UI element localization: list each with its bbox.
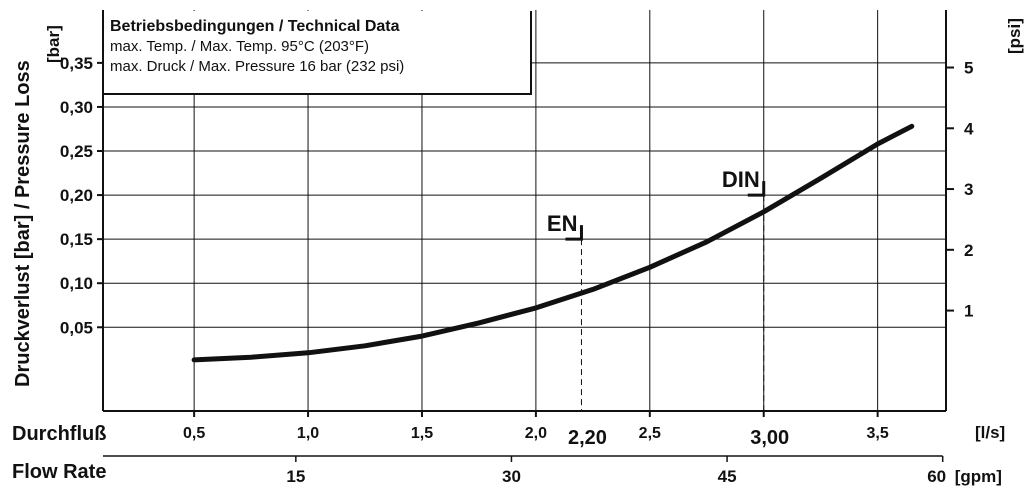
x-axis-unit: [l/s] [975,423,1005,442]
annotation-label: DIN [722,167,760,192]
y-tick-label: 0,25 [60,142,93,161]
y-tick-label: 0,20 [60,186,93,205]
annotation-value-label: 2,20 [568,427,607,449]
pressure-loss-curve [191,123,915,363]
y2-tick-label: 2 [964,241,973,260]
y2-tick-label: 3 [964,180,973,199]
x2-axis-label: Flow Rate [12,461,106,483]
max-temp-text: max. Temp. / Max. Temp. 95°C (203°F) [110,38,370,55]
y-tick-label: 0,35 [60,54,93,73]
annotation-value-label: 3,00 [750,427,789,449]
x-tick-label: 2,0 [525,425,547,442]
annotation-label: EN [547,211,578,236]
x-tick-label: 0,5 [183,425,205,442]
y-axis-unit-bar: [bar] [44,25,63,63]
x2-tick-label: 15 [286,467,305,486]
y-tick-label: 0,10 [60,274,93,293]
x-tick-label: 1,5 [411,425,433,442]
x2-tick-label: 60 [927,467,946,486]
y-tick-label: 0,15 [60,230,93,249]
x-axis-label: Durchfluß [12,423,106,445]
annotation-marker [747,181,766,197]
technical-data-box: Betriebsbedingungen / Technical Data max… [104,11,532,95]
y2-tick-label: 5 [964,59,973,78]
x2-tick-label: 30 [502,467,521,486]
y-tick-label: 0,30 [60,98,93,117]
technical-data-title: Betriebsbedingungen / Technical Data [110,18,400,35]
x-tick-label: 3,5 [867,425,889,442]
y-tick-label: 0,05 [60,318,93,337]
annotation-marker [565,225,583,241]
max-pressure-text: max. Druck / Max. Pressure 16 bar (232 p… [110,58,405,75]
x-tick-label: 1,0 [297,425,319,442]
y2-tick-label: 1 [964,302,973,321]
x2-tick-label: 45 [718,467,737,486]
x-tick-label: 2,5 [639,425,661,442]
x2-axis-unit: [gpm] [955,467,1002,486]
y-axis-label: Druckverlust [bar] / Pressure Loss [12,60,34,387]
y2-tick-label: 4 [964,119,974,138]
y2-axis-unit-psi: [psi] [1005,18,1024,54]
